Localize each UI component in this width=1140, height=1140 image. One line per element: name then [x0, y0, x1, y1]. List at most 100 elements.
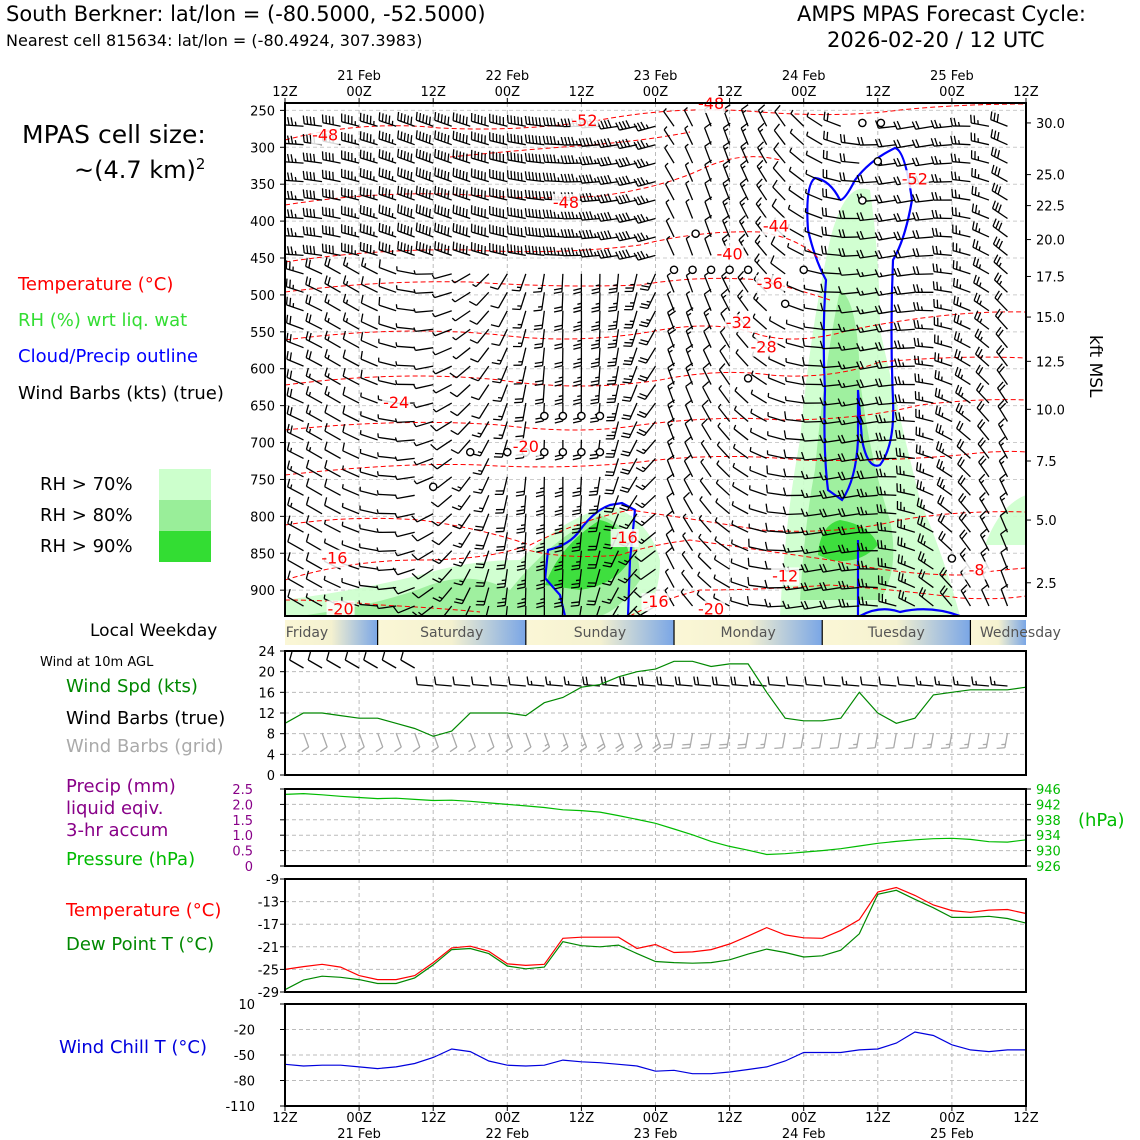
barb-flag — [452, 525, 461, 530]
barb-staff — [948, 732, 953, 748]
barb-flag — [560, 155, 565, 164]
barb-staff — [640, 568, 656, 581]
barb-half-flag — [623, 577, 628, 581]
barb-flag — [572, 457, 581, 461]
wind-barb — [619, 494, 638, 512]
barb-flag — [309, 134, 312, 144]
cloud-outline-bottom — [859, 608, 961, 616]
barb-flag — [874, 269, 880, 278]
barb-flag — [406, 189, 410, 198]
barb-flag — [567, 118, 572, 127]
wind-barb — [633, 176, 656, 187]
barb-staff — [397, 605, 415, 614]
barb-flag — [999, 510, 1008, 517]
wind-barb — [915, 462, 934, 478]
wind-barb — [359, 505, 378, 515]
barb-flag — [286, 135, 290, 144]
barb-flag — [996, 344, 1003, 353]
temperature-contour-label: -28 — [750, 338, 776, 357]
wind-barb — [452, 130, 471, 146]
wind-barb — [360, 257, 378, 275]
wind-barb — [492, 384, 508, 403]
barb-staff — [654, 732, 662, 748]
barb-flag — [636, 177, 643, 186]
barb-half-flag — [376, 547, 379, 552]
wind-barb — [496, 587, 508, 608]
wind-barb — [413, 365, 434, 371]
wind-barb — [837, 471, 860, 481]
barb-half-flag — [758, 147, 763, 152]
wind-barb — [305, 404, 323, 423]
barb-flag — [782, 544, 787, 553]
barb-staff — [636, 732, 643, 748]
wind-barb — [342, 349, 360, 367]
barb-half-flag — [640, 520, 645, 524]
wind-barb — [621, 384, 638, 402]
barb-flag — [554, 546, 563, 550]
wind-barb — [591, 273, 601, 295]
barb-half-flag — [432, 332, 436, 337]
barb-flag — [403, 224, 406, 234]
barb-half-flag — [376, 509, 379, 514]
barb-flag — [536, 604, 545, 609]
wind-barb — [394, 475, 415, 481]
wind-barb — [324, 330, 341, 349]
barb-half-flag — [593, 159, 597, 164]
wind-barb — [804, 676, 823, 687]
barb-staff — [342, 468, 360, 478]
pressure-axis-unit: (hPa) — [1078, 810, 1125, 831]
barb-flag — [324, 460, 328, 469]
barb-flag — [470, 358, 479, 363]
wind-barb — [716, 441, 731, 459]
barb-staff — [805, 211, 823, 220]
temperature-label-bg — [715, 245, 744, 264]
barb-flag — [603, 546, 612, 550]
barb-flag — [308, 277, 312, 287]
barb-flag — [513, 152, 516, 162]
wind-barb — [475, 587, 490, 606]
barb-flag — [430, 501, 439, 508]
wind-barb — [489, 132, 508, 146]
barb-flag — [990, 146, 994, 156]
barb-staff — [381, 659, 397, 669]
wind-barb — [286, 314, 304, 330]
barb-flag — [554, 420, 563, 424]
wind-barb — [974, 346, 990, 367]
wind-barb — [604, 476, 620, 495]
barb-staff — [358, 732, 365, 748]
barb-half-flag — [664, 587, 669, 591]
wind-barb — [578, 211, 600, 221]
barb-flag — [860, 136, 864, 146]
barb-flag — [667, 362, 676, 369]
barb-flag — [516, 490, 525, 494]
barb-flag — [842, 210, 846, 219]
wind-barb — [342, 405, 360, 423]
barb-flag — [462, 207, 465, 217]
wind-barb — [542, 172, 563, 183]
wind-barb — [411, 531, 434, 542]
wind-barb — [431, 531, 453, 546]
barb-flag — [941, 747, 950, 750]
barb-flag — [600, 231, 605, 240]
wind-barb — [571, 550, 583, 571]
wind-barb — [755, 197, 768, 219]
wind-barb — [663, 126, 675, 146]
barb-staff — [824, 683, 841, 687]
barb-staff — [787, 683, 804, 687]
wind-barb — [496, 569, 508, 589]
wind-barb — [516, 569, 527, 590]
barb-flag — [585, 676, 589, 686]
wind-barb — [718, 732, 731, 750]
barb-flag — [857, 542, 861, 552]
barb-flag — [440, 243, 443, 252]
wind-barb — [470, 676, 489, 687]
wind-barb — [875, 414, 897, 424]
barb-flag — [895, 465, 898, 474]
barb-half-flag — [682, 532, 686, 537]
barb-flag — [618, 176, 624, 185]
barb-flag — [542, 227, 546, 237]
wind-barb — [359, 524, 378, 533]
wind-barb — [997, 418, 1009, 441]
barb-half-flag — [575, 214, 579, 219]
barb-staff — [287, 596, 304, 607]
